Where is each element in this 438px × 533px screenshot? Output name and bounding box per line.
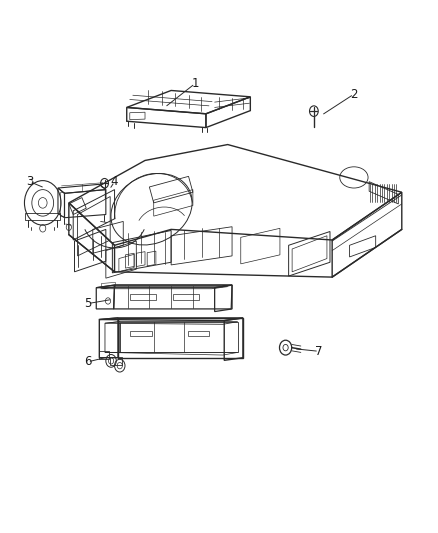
Text: 3: 3 <box>26 175 33 188</box>
Text: 2: 2 <box>350 87 358 101</box>
Text: 7: 7 <box>315 345 323 358</box>
Text: 5: 5 <box>84 297 91 310</box>
Text: 4: 4 <box>111 175 118 188</box>
Text: 6: 6 <box>84 356 91 368</box>
Text: 1: 1 <box>191 77 199 90</box>
